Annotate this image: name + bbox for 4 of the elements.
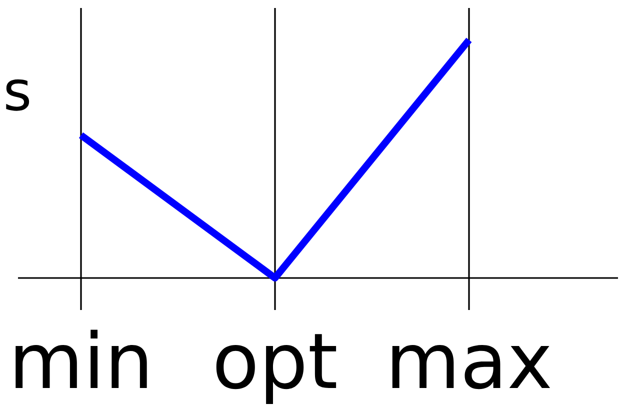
x-tick-label: min bbox=[16, 330, 147, 388]
x-tick-label: opt bbox=[216, 334, 336, 404]
x-tick-label: max bbox=[392, 345, 550, 390]
y-axis-title: s bbox=[6, 79, 30, 111]
